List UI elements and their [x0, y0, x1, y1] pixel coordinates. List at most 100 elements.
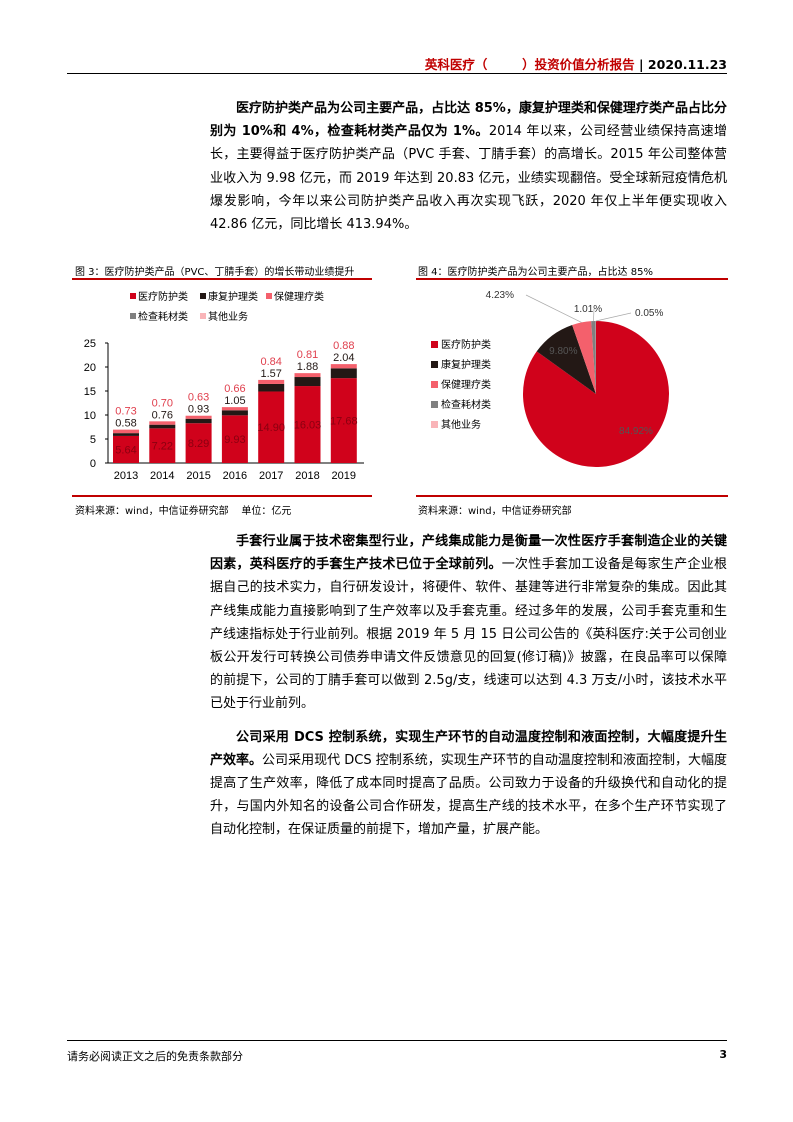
x-tick-label: 2019 — [332, 470, 356, 482]
legend-label: 其他业务 — [441, 418, 481, 431]
paragraph-2-body: 一次性手套加工设备是每家生产企业根据自己的技术实力，自行研发设计，将硬件、软件、… — [210, 557, 727, 712]
bar-segment — [258, 383, 285, 392]
figure-4-title: 图 4：医疗防护类产品为公司主要产品，占比达 85% — [418, 267, 653, 278]
pie-slice — [572, 321, 596, 394]
bar-segment — [221, 415, 248, 463]
bar-segment — [185, 418, 212, 424]
bar-segment — [258, 379, 285, 384]
bar-segment — [149, 421, 176, 425]
figure-3-top-rule — [72, 278, 372, 280]
y-tick-label: 25 — [84, 338, 96, 350]
legend-swatch — [200, 313, 206, 319]
pie-slice — [591, 321, 596, 394]
report-date: 2020.11.23 — [647, 57, 727, 72]
report-title: 英科医疗（ ）投资价值分析报告 — [424, 57, 635, 72]
data-label: 1.01% — [574, 304, 602, 315]
bar-segment — [149, 428, 176, 463]
legend-label: 医疗防护类 — [138, 290, 188, 303]
header-rule — [67, 73, 727, 74]
x-tick-label: 2016 — [223, 470, 247, 482]
x-tick-label: 2014 — [150, 470, 174, 482]
legend-label: 康复护理类 — [208, 290, 258, 303]
body-text: 手套行业属于技术密集型行业，产线集成能力是衡量一次性医疗手套制造企业的关键因素，… — [210, 530, 727, 852]
footer-rule — [67, 1040, 727, 1041]
data-label: 8.29 — [188, 438, 209, 450]
bar-segment — [113, 435, 139, 463]
data-label: 1.88 — [297, 361, 318, 373]
bar-segment — [149, 424, 176, 429]
legend-swatch — [431, 341, 438, 348]
page-number: 3 — [719, 1048, 727, 1061]
data-label: 4.23% — [486, 290, 514, 301]
legend-label: 康复护理类 — [441, 358, 491, 371]
data-label: 9.93 — [224, 434, 245, 446]
legend-label: 保健理疗类 — [441, 378, 491, 391]
legend-label: 保健理疗类 — [274, 290, 324, 303]
figure-3-source: 资料来源：wind，中信证券研究部 单位：亿元 — [75, 506, 292, 517]
data-label: 0.76 — [152, 409, 173, 421]
legend-swatch — [266, 293, 272, 299]
data-label: 17.68 — [330, 416, 358, 428]
bar-segment — [185, 415, 212, 419]
legend-label: 其他业务 — [208, 310, 248, 323]
data-label: 0.88 — [333, 340, 354, 352]
bar-segment — [221, 407, 248, 411]
bar-segment — [294, 377, 321, 387]
page-header: 英科医疗（ ）投资价值分析报告 | 2020.11.23 — [425, 54, 727, 73]
data-label: 0.63 — [188, 392, 209, 404]
leader-line — [595, 312, 632, 322]
paragraph-3: 公司采用 DCS 控制系统，实现生产环节的自动温度控制和液面控制，大幅度提升生产… — [210, 726, 727, 842]
data-label: 0.66 — [224, 383, 245, 395]
data-label: 1.05 — [224, 395, 245, 407]
bar-segment — [113, 433, 139, 436]
legend-swatch — [431, 361, 438, 368]
data-label: 0.05% — [635, 308, 663, 319]
legend-swatch — [431, 401, 438, 408]
paragraph-3-lead: 公司采用 DCS 控制系统，实现生产环节的自动温度控制和液面控制，大幅度提升生产… — [210, 729, 727, 768]
data-label: 5.64 — [115, 444, 136, 456]
x-tick-label: 2017 — [259, 470, 283, 482]
legend-swatch — [130, 313, 136, 319]
data-label: 0.73 — [115, 406, 136, 418]
x-tick-label: 2013 — [114, 470, 138, 482]
bar-segment — [330, 364, 357, 369]
legend-label: 医疗防护类 — [441, 338, 491, 351]
header-separator: | — [634, 57, 648, 72]
data-label: 0.58 — [115, 418, 136, 430]
figure-3-bottom-rule — [72, 495, 372, 497]
y-tick-label: 20 — [84, 362, 96, 374]
data-label: 1.57 — [260, 368, 281, 380]
legend-label: 检查耗材类 — [138, 310, 188, 323]
figure-4-source: 资料来源：wind，中信证券研究部 — [418, 506, 572, 517]
bar-segment — [330, 368, 357, 379]
bar-segment — [185, 423, 212, 463]
x-tick-label: 2018 — [295, 470, 319, 482]
leader-line — [525, 294, 582, 323]
bar-segment — [294, 373, 321, 378]
data-label: 84.92% — [619, 426, 653, 437]
data-label: 14.90 — [257, 422, 285, 434]
data-label: 9.80% — [549, 346, 577, 357]
data-label: 0.84 — [260, 356, 281, 368]
bar-segment — [258, 391, 285, 463]
figure-4-bottom-rule — [416, 495, 728, 497]
y-tick-label: 0 — [90, 458, 96, 470]
x-tick-label: 2015 — [186, 470, 210, 482]
figure-3-title: 图 3：医疗防护类产品（PVC、丁腈手套）的增长带动业绩提升 — [75, 267, 355, 278]
data-label: 16.03 — [294, 420, 322, 432]
pie-slice — [536, 324, 596, 394]
paragraph-1: 医疗防护类产品为公司主要产品，占比达 85%，康复护理类和保健理疗类产品占比分别… — [210, 97, 727, 236]
legend-swatch — [431, 421, 438, 428]
legend-label: 检查耗材类 — [441, 398, 491, 411]
bar-segment — [113, 429, 139, 434]
paragraph-2-lead: 手套行业属于技术密集型行业，产线集成能力是衡量一次性医疗手套制造企业的关键因素，… — [210, 534, 727, 573]
leader-line — [593, 308, 595, 322]
bar-segment — [330, 378, 357, 463]
footer-disclaimer: 请务必阅读正文之后的免责条款部分 — [67, 1050, 243, 1063]
data-label: 0.81 — [297, 349, 318, 361]
data-label: 0.70 — [152, 397, 173, 409]
data-label: 7.22 — [152, 441, 173, 453]
